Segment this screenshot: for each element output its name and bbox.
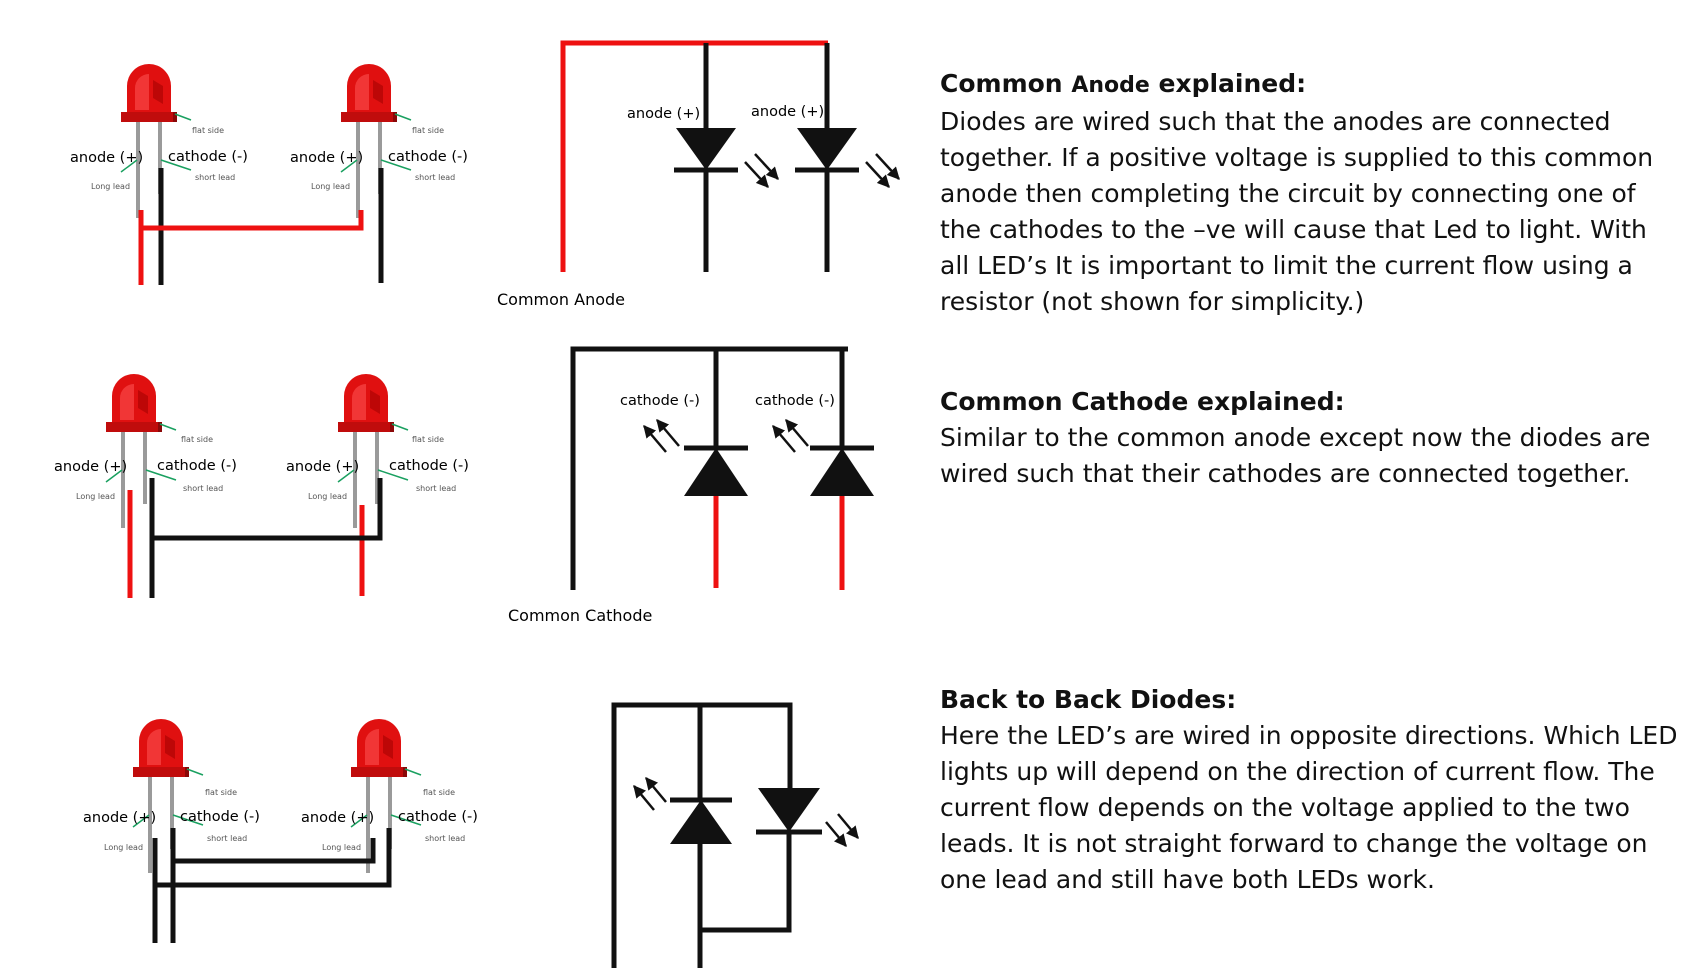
common-cathode-heading: Common Cathode explained: bbox=[940, 387, 1345, 416]
anode-label: anode (+) bbox=[290, 150, 363, 166]
row1-led-diagram: flat side flat side anode (+) cathode (-… bbox=[70, 63, 468, 285]
flat-side-label: flat side bbox=[423, 788, 455, 797]
row3-led-diagram: flat side flat side anode (+) cathode (-… bbox=[83, 718, 478, 943]
led-1a bbox=[120, 63, 192, 219]
light-arrow-icon bbox=[785, 419, 809, 447]
flat-side-label: flat side bbox=[412, 435, 444, 444]
cathode-label: cathode (-) bbox=[168, 149, 248, 165]
long-lead-label: Long lead bbox=[104, 843, 143, 852]
light-arrow-icon bbox=[656, 419, 680, 447]
red-anode-bus bbox=[560, 40, 828, 272]
diode-triangle bbox=[810, 448, 874, 496]
light-arrow-icon bbox=[645, 777, 667, 803]
anode-label: anode (+) bbox=[751, 104, 824, 120]
led-3b bbox=[350, 718, 422, 874]
diode-triangle bbox=[758, 788, 820, 832]
light-arrow-icon bbox=[754, 153, 779, 180]
common-cathode-caption: Common Cathode bbox=[508, 606, 652, 625]
short-lead-label: short lead bbox=[416, 484, 456, 493]
led-3a bbox=[132, 718, 204, 874]
light-arrow-icon bbox=[772, 425, 796, 453]
short-lead-label: short lead bbox=[207, 834, 247, 843]
back-to-back-heading: Back to Back Diodes: bbox=[940, 685, 1237, 714]
common-anode-body: Diodes are wired such that the anodes ar… bbox=[940, 107, 1654, 316]
diode-triangle bbox=[684, 448, 748, 496]
light-arrow-icon bbox=[875, 153, 900, 180]
common-anode-schematic: anode (+) anode (+) Common Anode bbox=[497, 40, 900, 309]
black-wire bbox=[155, 828, 392, 888]
light-arrow-icon bbox=[744, 161, 769, 188]
cathode-label: cathode (-) bbox=[157, 458, 237, 474]
cathode-label: cathode (-) bbox=[180, 809, 260, 825]
light-arrow-icon bbox=[633, 785, 655, 811]
light-arrow-icon bbox=[825, 821, 847, 847]
black-wire bbox=[173, 838, 376, 864]
common-cathode-schematic: cathode (-) cathode (-) Common Cathode bbox=[508, 346, 874, 625]
long-lead-label: Long lead bbox=[91, 182, 130, 191]
red-wire bbox=[141, 210, 364, 231]
anode-label: anode (+) bbox=[83, 810, 156, 826]
cathode-label: cathode (-) bbox=[755, 393, 835, 409]
long-lead-label: Long lead bbox=[76, 492, 115, 501]
back-to-back-body: Here the LED’s are wired in opposite dir… bbox=[940, 721, 1678, 894]
led-2b bbox=[337, 373, 409, 529]
flat-side-label: flat side bbox=[181, 435, 213, 444]
led-2a bbox=[105, 373, 177, 529]
short-lead-label: short lead bbox=[195, 173, 235, 182]
anode-label: anode (+) bbox=[301, 810, 374, 826]
anode-label: anode (+) bbox=[70, 150, 143, 166]
long-lead-label: Long lead bbox=[311, 182, 350, 191]
cathode-label: cathode (-) bbox=[398, 809, 478, 825]
cathode-label: cathode (-) bbox=[388, 149, 468, 165]
common-cathode-body: Similar to the common anode except now t… bbox=[940, 423, 1651, 488]
cathode-bus bbox=[570, 346, 848, 590]
diode-triangle bbox=[670, 800, 732, 844]
light-arrow-icon bbox=[643, 425, 667, 453]
flat-side-label: flat side bbox=[412, 126, 444, 135]
long-lead-label: Long lead bbox=[322, 843, 361, 852]
flat-side-label: flat side bbox=[192, 126, 224, 135]
diode-triangle bbox=[797, 128, 857, 170]
short-lead-label: short lead bbox=[415, 173, 455, 182]
common-anode-section: Common Anode explained: Diodes are wired… bbox=[940, 66, 1680, 320]
back-to-back-schematic bbox=[611, 702, 859, 968]
led-1b bbox=[340, 63, 412, 219]
long-lead-label: Long lead bbox=[308, 492, 347, 501]
cathode-label: cathode (-) bbox=[620, 393, 700, 409]
light-arrow-icon bbox=[837, 813, 859, 839]
anode-label: anode (+) bbox=[286, 459, 359, 475]
black-wire bbox=[152, 478, 383, 541]
flat-side-label: flat side bbox=[205, 788, 237, 797]
common-cathode-section: Common Cathode explained: Similar to the… bbox=[940, 384, 1680, 492]
light-arrow-icon bbox=[865, 161, 890, 188]
common-anode-caption: Common Anode bbox=[497, 290, 625, 309]
common-anode-heading: Common Anode explained: bbox=[940, 69, 1307, 98]
anode-label: anode (+) bbox=[627, 106, 700, 122]
short-lead-label: short lead bbox=[183, 484, 223, 493]
diode-triangle bbox=[676, 128, 736, 170]
short-lead-label: short lead bbox=[425, 834, 465, 843]
cathode-label: cathode (-) bbox=[389, 458, 469, 474]
anode-label: anode (+) bbox=[54, 459, 127, 475]
row2-led-diagram: flat side flat side anode (+) cathode (-… bbox=[54, 373, 469, 598]
back-to-back-section: Back to Back Diodes: Here the LED’s are … bbox=[940, 682, 1680, 898]
